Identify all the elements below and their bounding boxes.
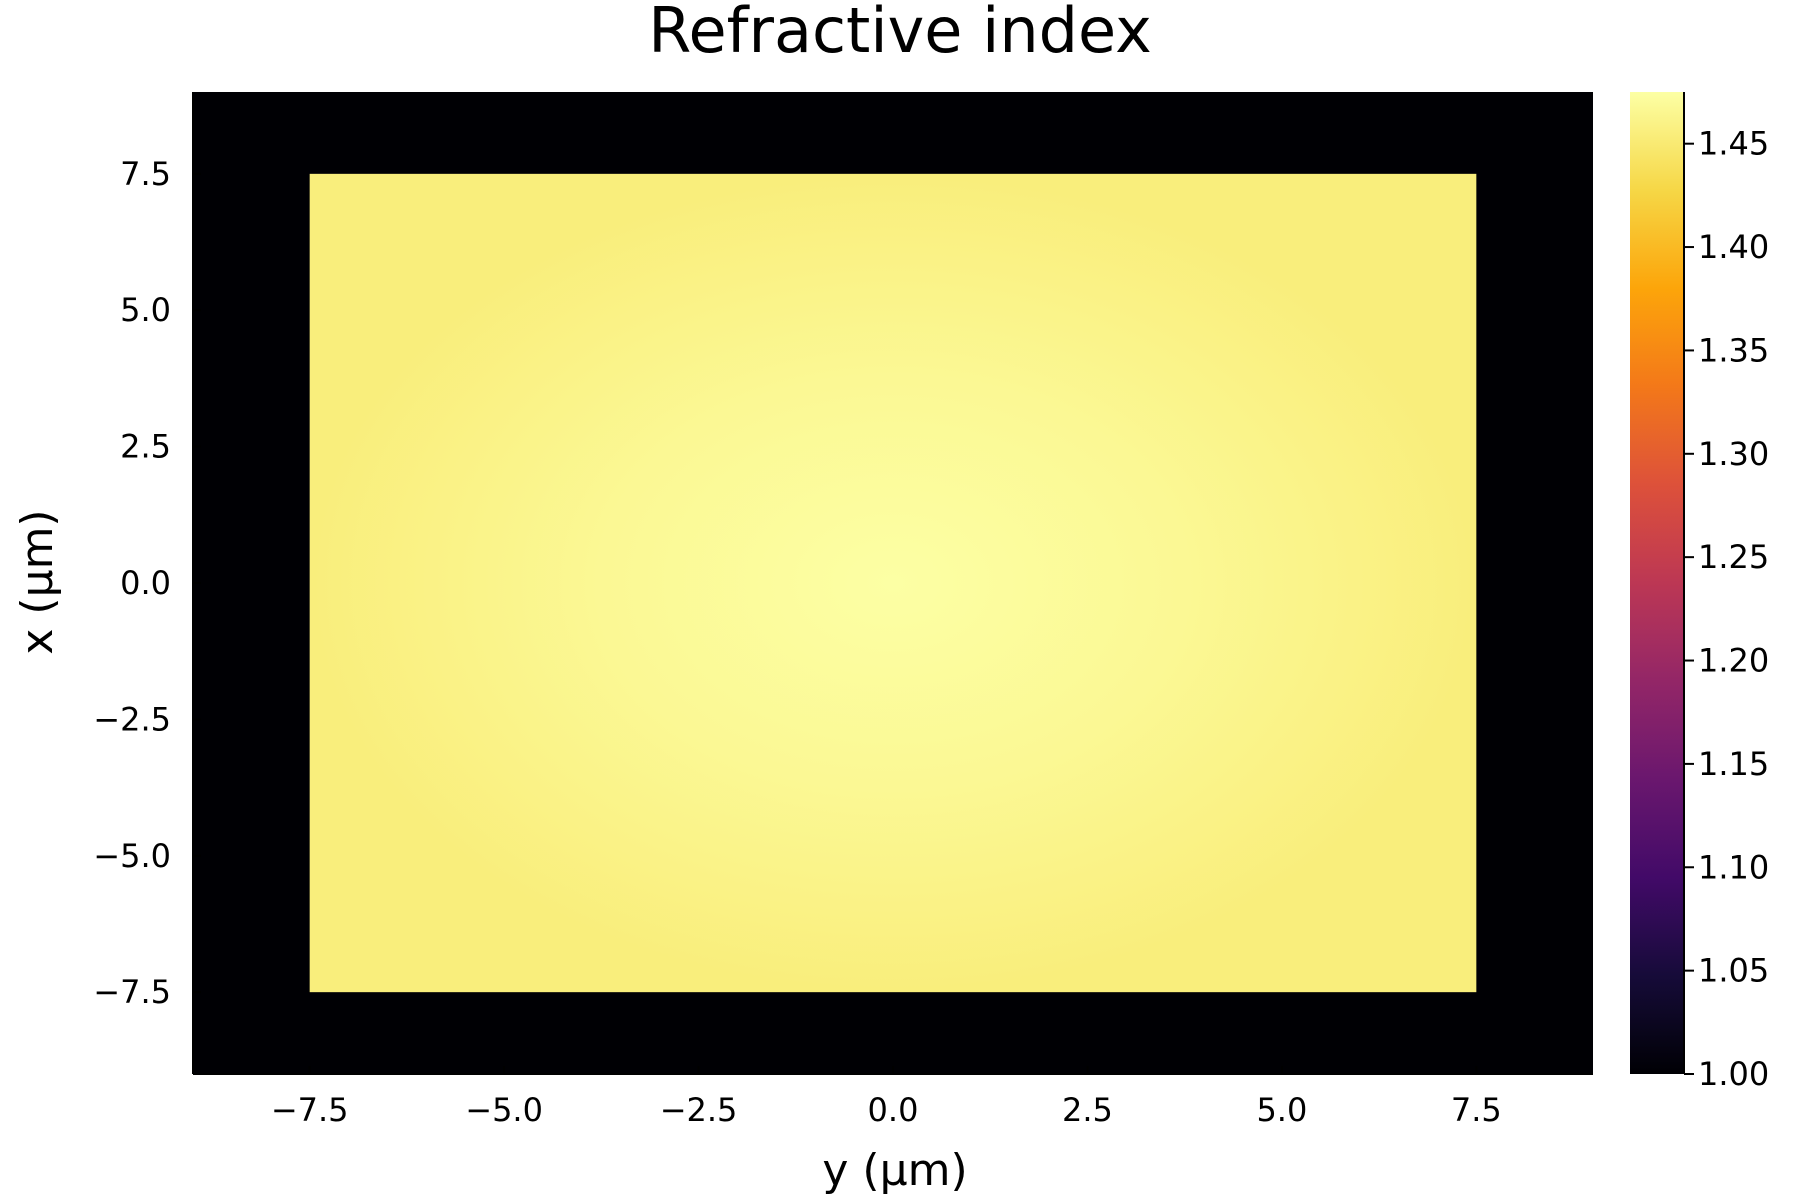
colorbar-tick-label: 1.30 (1698, 435, 1769, 473)
plot-area: −7.5 −5.0 −2.5 0.0 2.5 5.0 7.5 −7.5 −5.0 −2.5 0.0… (93, 92, 1593, 1129)
colorbar-tick-label: 1.40 (1698, 228, 1769, 266)
x-tick-label: 2.5 (1062, 1091, 1113, 1129)
colorbar-tick-label: 1.10 (1698, 848, 1769, 886)
colorbar-tick-label: 1.15 (1698, 745, 1769, 783)
y-axis: −7.5 −5.0 −2.5 0.0 2.5 5.0 7.5 (93, 92, 201, 1074)
x-axis: −7.5 −5.0 −2.5 0.0 2.5 5.0 7.5 (193, 1066, 1593, 1129)
chart-title: Refractive index (648, 0, 1152, 67)
colorbar: 1.00 1.05 1.10 1.15 1.20 1.25 1.30 1.35 1.40 1.45 (1630, 92, 1769, 1093)
heatmap-core-region (309, 173, 1477, 993)
y-tick-label: 2.5 (120, 428, 171, 466)
colorbar-tick-label: 1.20 (1698, 642, 1769, 680)
x-tick-label: −5.0 (465, 1091, 543, 1129)
colorbar-tick-label: 1.25 (1698, 538, 1769, 576)
x-tick-label: 0.0 (868, 1091, 919, 1129)
x-tick-label: 5.0 (1256, 1091, 1307, 1129)
x-tick-label: −7.5 (271, 1091, 349, 1129)
y-tick-label: 0.0 (120, 564, 171, 602)
y-axis-label: x (µm) (12, 509, 63, 654)
x-tick-label: 7.5 (1451, 1091, 1502, 1129)
colorbar-gradient (1630, 92, 1684, 1074)
y-tick-label: −2.5 (93, 700, 171, 738)
y-tick-label: −5.0 (93, 837, 171, 875)
colorbar-tick-label: 1.00 (1698, 1055, 1769, 1093)
x-axis-label: y (µm) (822, 1145, 967, 1196)
y-tick-label: 7.5 (120, 155, 171, 193)
colorbar-tick-label: 1.45 (1698, 125, 1769, 163)
y-tick-label: −7.5 (93, 973, 171, 1011)
y-tick-label: 5.0 (120, 291, 171, 329)
colorbar-tick-label: 1.05 (1698, 952, 1769, 990)
colorbar-tick-label: 1.35 (1698, 331, 1769, 369)
x-tick-label: −2.5 (660, 1091, 738, 1129)
